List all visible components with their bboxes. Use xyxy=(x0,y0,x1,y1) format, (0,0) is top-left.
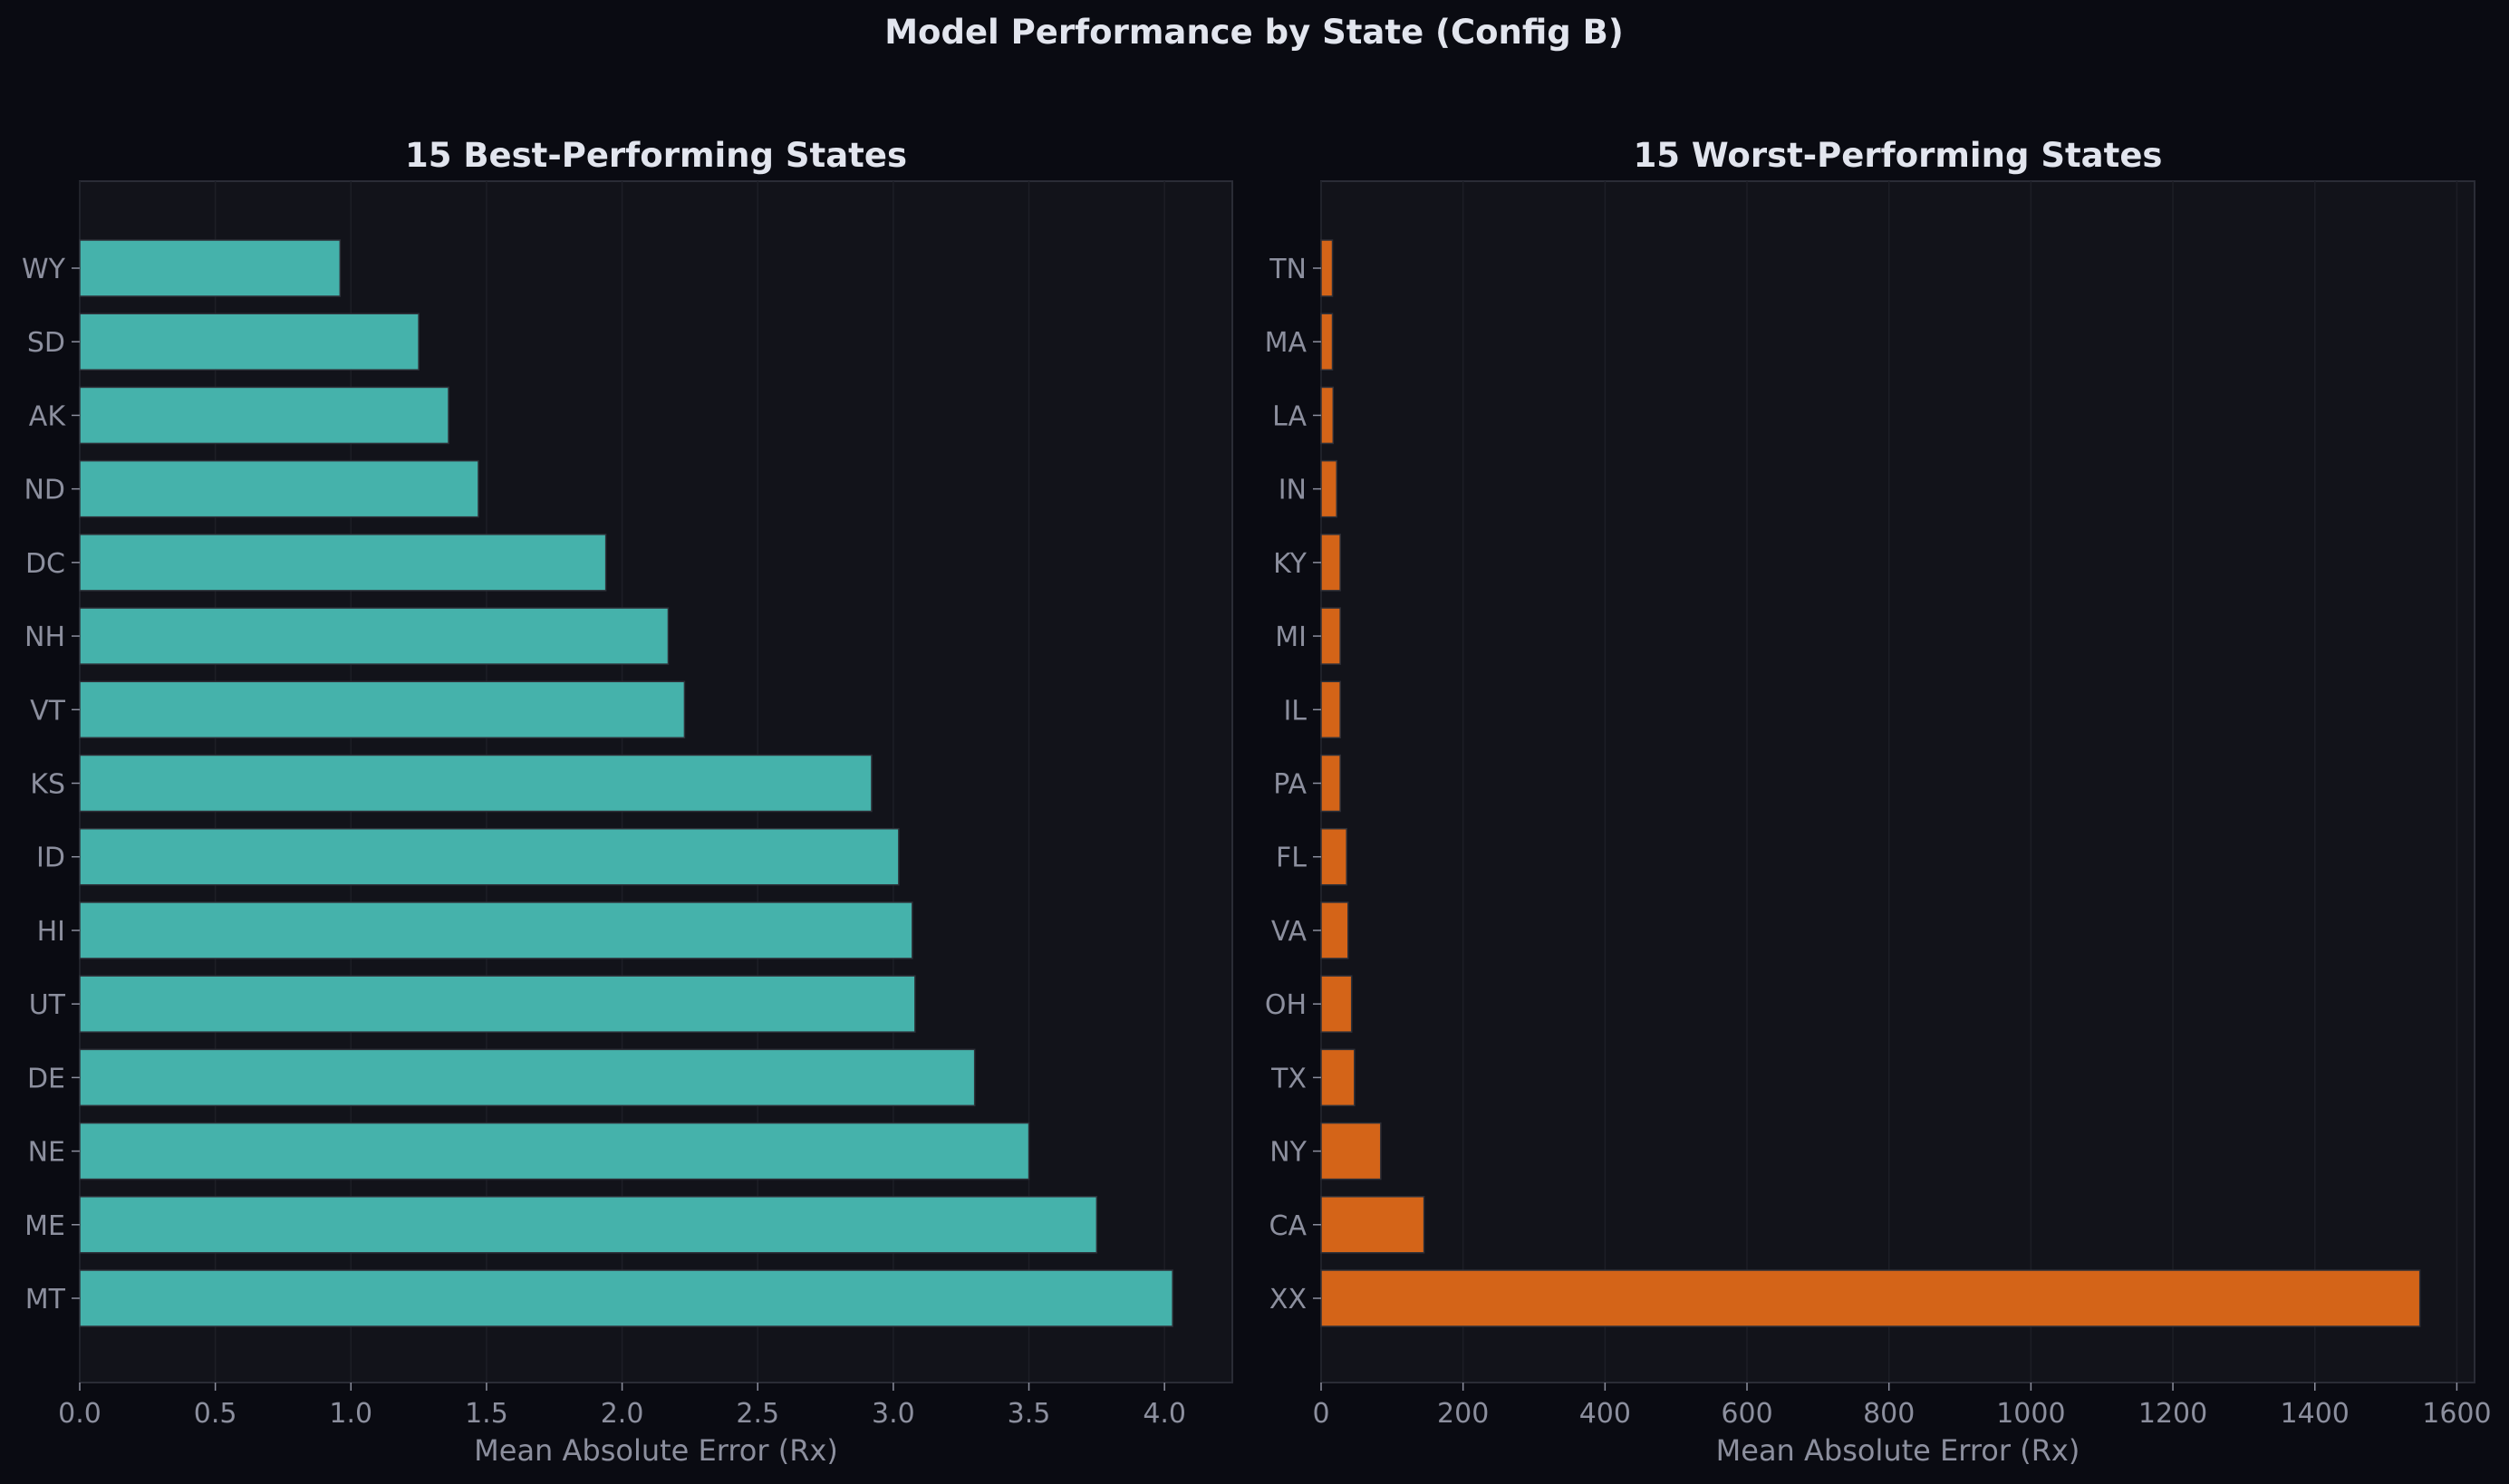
worst-states-x-axis-label: Mean Absolute Error (Rx) xyxy=(1716,1433,2080,1468)
worst-y-tick-label: IL xyxy=(1283,695,1307,727)
best-bar-ak xyxy=(79,386,449,445)
worst-bar-ky xyxy=(1320,534,1341,592)
worst-x-tick-label: 0 xyxy=(1312,1398,1329,1430)
best-y-tick-label: NH xyxy=(24,622,65,653)
worst-y-tick-label: OH xyxy=(1265,989,1307,1021)
worst-y-tick-label: PA xyxy=(1273,769,1307,801)
best-y-tick-label: MT xyxy=(25,1284,66,1315)
best-y-tick-label: ID xyxy=(36,843,65,874)
worst-states-x-axis: 0 200 400 600 800 1000 1200 1400 1600 xyxy=(1312,1383,2492,1430)
best-bar-ut xyxy=(79,975,916,1033)
worst-x-tick-label: 400 xyxy=(1579,1398,1631,1430)
best-y-tick-label: NE xyxy=(28,1137,65,1169)
best-y-tick-label: UT xyxy=(29,989,66,1021)
best-bar-sd xyxy=(79,313,420,371)
best-bar-hi xyxy=(79,901,913,959)
best-bar-ks xyxy=(79,754,873,813)
best-y-tick-label: VT xyxy=(30,695,66,727)
worst-y-tick-label: MA xyxy=(1265,327,1308,359)
best-bar-mt xyxy=(79,1269,1173,1327)
worst-bar-in xyxy=(1320,459,1337,518)
worst-x-tick-label: 600 xyxy=(1721,1398,1772,1430)
worst-bar-tn xyxy=(1320,239,1334,297)
best-states-x-axis-label: Mean Absolute Error (Rx) xyxy=(474,1433,838,1468)
best-y-tick-label: DC xyxy=(25,548,65,580)
best-bar-dc xyxy=(79,534,607,592)
best-x-tick-label: 0.0 xyxy=(58,1398,101,1430)
worst-states-y-axis: TN MA LA IN KY MI IL PA FL VA OH TX NY CA XX xyxy=(1265,254,1321,1315)
worst-bar-fl xyxy=(1320,827,1347,886)
best-y-tick-label: KS xyxy=(30,769,65,801)
worst-y-tick-label: MI xyxy=(1275,622,1307,653)
best-y-tick-label: HI xyxy=(37,916,65,948)
best-x-tick-label: 3.0 xyxy=(872,1398,915,1430)
worst-x-tick-label: 1200 xyxy=(2138,1398,2207,1430)
worst-x-tick-label: 1000 xyxy=(1996,1398,2065,1430)
best-states-bars xyxy=(79,239,1173,1327)
best-bar-ne xyxy=(79,1122,1030,1180)
best-x-tick-label: 4.0 xyxy=(1143,1398,1186,1430)
best-states-x-axis: 0.0 0.5 1.0 1.5 2.0 2.5 3.0 3.5 4.0 xyxy=(58,1383,1186,1430)
worst-y-tick-label: XX xyxy=(1269,1284,1307,1315)
best-bar-wy xyxy=(79,239,342,297)
best-x-tick-label: 2.5 xyxy=(736,1398,779,1430)
best-bar-nh xyxy=(79,607,670,665)
worst-y-tick-label: KY xyxy=(1273,548,1308,580)
worst-y-tick-label: CA xyxy=(1269,1210,1308,1242)
worst-bar-ca xyxy=(1320,1196,1425,1254)
figure-title: Model Performance by State (Config B) xyxy=(884,13,1624,52)
best-bar-id xyxy=(79,827,900,886)
worst-bar-va xyxy=(1320,901,1349,959)
worst-x-tick-label: 1400 xyxy=(2281,1398,2350,1430)
best-x-tick-label: 3.5 xyxy=(1008,1398,1051,1430)
best-x-tick-label: 1.0 xyxy=(329,1398,372,1430)
worst-y-tick-label: IN xyxy=(1279,475,1307,506)
worst-x-tick-label: 1600 xyxy=(2422,1398,2491,1430)
worst-bar-ma xyxy=(1320,313,1334,371)
best-bar-nd xyxy=(79,459,479,518)
worst-x-tick-label: 200 xyxy=(1437,1398,1489,1430)
worst-bar-il xyxy=(1320,680,1341,739)
best-y-tick-label: WY xyxy=(22,254,66,285)
best-x-tick-label: 0.5 xyxy=(194,1398,237,1430)
best-states-y-axis: WY SD AK ND DC NH VT KS ID HI UT DE NE ME MT xyxy=(22,254,80,1315)
best-y-tick-label: AK xyxy=(29,400,67,432)
worst-bar-la xyxy=(1320,386,1335,445)
worst-bar-tx xyxy=(1320,1048,1356,1107)
worst-x-tick-label: 800 xyxy=(1863,1398,1915,1430)
best-y-tick-label: SD xyxy=(27,327,65,359)
best-bar-me xyxy=(79,1196,1098,1254)
worst-y-tick-label: TN xyxy=(1269,254,1307,285)
worst-bar-mi xyxy=(1320,607,1341,665)
worst-states-bars xyxy=(1320,239,2421,1327)
best-y-tick-label: ND xyxy=(24,475,65,506)
worst-bar-oh xyxy=(1320,975,1353,1033)
worst-states-plot-area xyxy=(1320,180,2475,1383)
worst-bar-pa xyxy=(1320,754,1341,813)
best-y-tick-label: DE xyxy=(27,1063,65,1094)
best-x-tick-label: 2.0 xyxy=(601,1398,644,1430)
best-bar-de xyxy=(79,1048,976,1107)
best-states-title: 15 Best-Performing States xyxy=(405,136,907,175)
worst-bar-xx xyxy=(1320,1269,2421,1327)
worst-y-tick-label: FL xyxy=(1276,843,1307,874)
worst-states-chart: TN MA LA IN KY MI IL PA FL VA OH TX NY CA XX 0 200 400 60… xyxy=(1265,136,2492,1468)
worst-bar-ny xyxy=(1320,1122,1382,1180)
worst-y-tick-label: NY xyxy=(1269,1137,1307,1169)
best-states-chart: WY SD AK ND DC NH VT KS ID HI UT DE NE ME MT 0.0 0.5 1.0… xyxy=(22,136,1233,1468)
best-x-tick-label: 1.5 xyxy=(465,1398,508,1430)
best-y-tick-label: ME xyxy=(24,1210,65,1242)
worst-y-tick-label: VA xyxy=(1271,916,1308,948)
worst-y-tick-label: LA xyxy=(1272,400,1307,432)
best-bar-vt xyxy=(79,680,686,739)
worst-y-tick-label: TX xyxy=(1270,1063,1307,1094)
worst-states-title: 15 Worst-Performing States xyxy=(1634,136,2163,175)
